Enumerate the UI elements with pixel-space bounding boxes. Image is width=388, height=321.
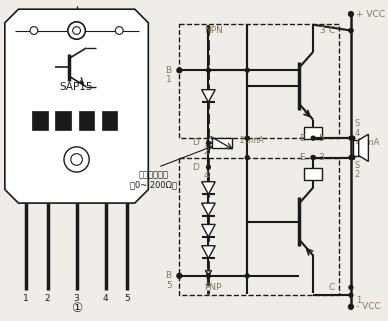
Circle shape — [177, 68, 182, 73]
Circle shape — [115, 27, 123, 34]
Circle shape — [351, 156, 355, 160]
Text: 1: 1 — [356, 296, 361, 305]
Text: 4: 4 — [204, 171, 209, 180]
Polygon shape — [202, 224, 215, 237]
Text: S: S — [355, 161, 360, 170]
Text: D: D — [192, 138, 199, 147]
Circle shape — [349, 285, 353, 289]
Circle shape — [206, 141, 210, 145]
Circle shape — [30, 27, 38, 34]
Text: - VCC: - VCC — [356, 302, 381, 311]
Circle shape — [349, 136, 353, 140]
Text: （0~ 200Ω）: （0~ 200Ω） — [130, 180, 177, 189]
Circle shape — [206, 274, 210, 278]
Circle shape — [349, 293, 353, 297]
Text: 3: 3 — [318, 153, 324, 162]
Text: NPN: NPN — [204, 26, 223, 35]
Circle shape — [311, 156, 315, 160]
Circle shape — [245, 156, 249, 160]
Text: 40mA: 40mA — [356, 138, 380, 147]
Text: 4: 4 — [355, 129, 360, 138]
Circle shape — [177, 273, 182, 278]
Circle shape — [245, 136, 249, 140]
Text: S: S — [355, 119, 360, 128]
Circle shape — [245, 274, 249, 278]
Text: 2: 2 — [45, 294, 50, 303]
Text: 5: 5 — [124, 294, 130, 303]
Circle shape — [349, 156, 353, 160]
Bar — [353, 140, 359, 156]
Polygon shape — [202, 182, 215, 194]
Bar — [212, 138, 232, 148]
Bar — [55, 111, 71, 130]
Circle shape — [311, 156, 315, 160]
Text: 2: 2 — [355, 170, 360, 179]
Circle shape — [311, 136, 315, 140]
Circle shape — [349, 29, 353, 32]
Text: SAP15: SAP15 — [60, 82, 94, 92]
Bar — [32, 111, 47, 130]
Text: 5: 5 — [318, 134, 324, 143]
Circle shape — [73, 27, 80, 34]
Text: 3: 3 — [319, 26, 325, 35]
Polygon shape — [5, 9, 148, 203]
Text: E: E — [299, 153, 304, 162]
Text: B: B — [165, 271, 171, 280]
Bar — [305, 127, 322, 139]
Circle shape — [206, 165, 210, 169]
Circle shape — [68, 22, 85, 39]
Text: PNP: PNP — [204, 283, 222, 292]
Text: ①: ① — [71, 302, 82, 315]
Text: 4: 4 — [103, 294, 109, 303]
Circle shape — [206, 68, 210, 72]
Text: C: C — [328, 283, 335, 292]
Text: E: E — [299, 134, 304, 143]
Text: 1: 1 — [23, 294, 29, 303]
Text: 外部可変电阵: 外部可変电阵 — [138, 170, 168, 179]
Text: 2: 2 — [204, 147, 209, 156]
Text: C: C — [328, 26, 335, 35]
Polygon shape — [202, 203, 215, 216]
Text: + VCC: + VCC — [356, 10, 385, 19]
Polygon shape — [202, 246, 215, 258]
Bar — [102, 111, 117, 130]
Polygon shape — [202, 90, 215, 102]
Text: 1: 1 — [166, 75, 171, 84]
Circle shape — [349, 29, 353, 32]
Text: D: D — [192, 163, 199, 172]
Circle shape — [64, 147, 89, 172]
Text: 2.5mA: 2.5mA — [239, 135, 264, 144]
Circle shape — [245, 68, 249, 72]
Text: B: B — [165, 66, 171, 75]
Text: 5: 5 — [166, 281, 171, 290]
Polygon shape — [359, 134, 368, 161]
Text: 3: 3 — [74, 294, 80, 303]
Bar — [78, 111, 94, 130]
Circle shape — [348, 304, 353, 309]
Circle shape — [351, 136, 355, 140]
Bar — [305, 168, 322, 180]
Circle shape — [71, 154, 82, 165]
Circle shape — [348, 12, 353, 16]
